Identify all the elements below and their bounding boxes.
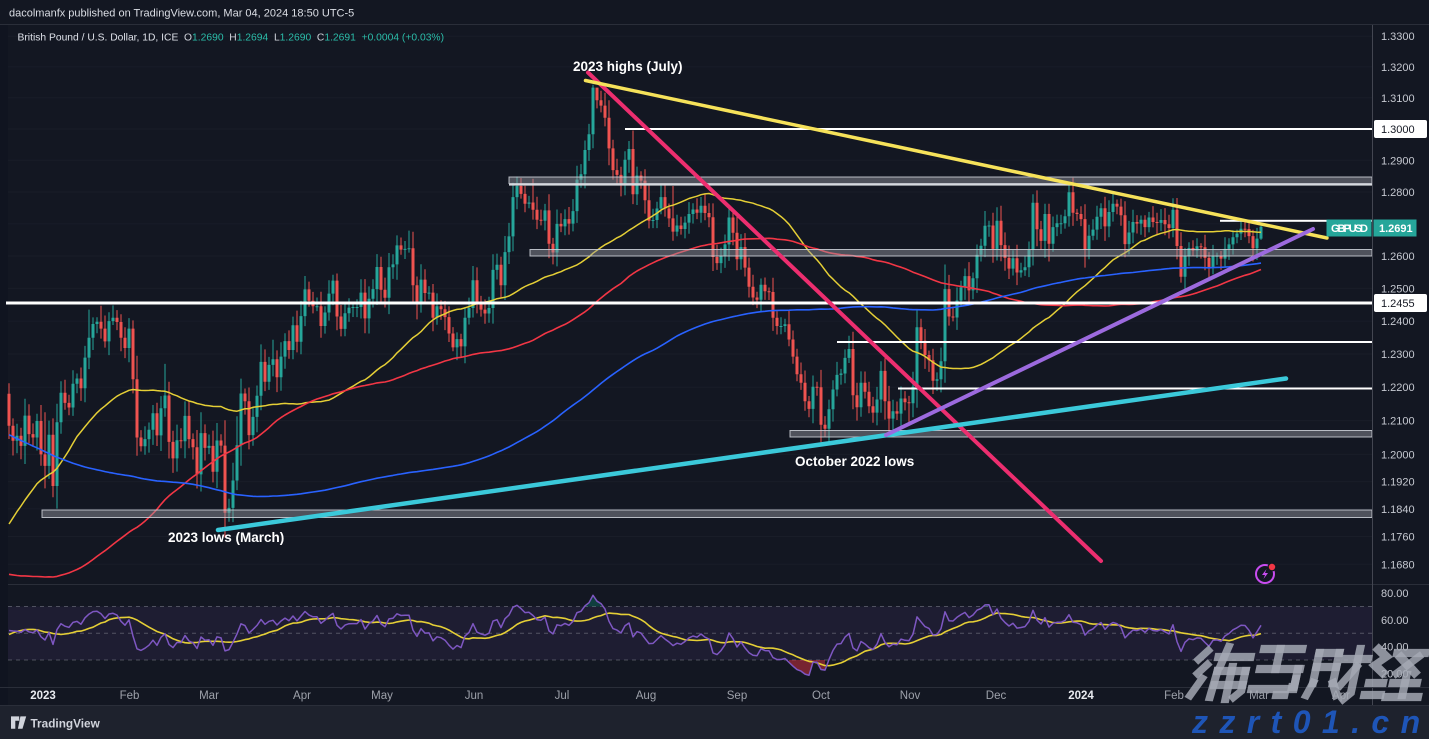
svg-text:1.2200: 1.2200	[1381, 382, 1415, 394]
svg-text:Dec: Dec	[986, 690, 1007, 702]
svg-text:Oct: Oct	[812, 690, 831, 702]
svg-text:1.2691: 1.2691	[1379, 223, 1413, 235]
svg-text:dacolmanfx published on Tradin: dacolmanfx published on TradingView.com,…	[9, 8, 354, 20]
svg-text:Aug: Aug	[636, 690, 656, 702]
svg-text:zzrt01.cn: zzrt01.cn	[1191, 704, 1429, 739]
svg-text:Jun: Jun	[465, 690, 484, 702]
svg-text:Sep: Sep	[727, 690, 747, 702]
svg-text:1.2900: 1.2900	[1381, 155, 1415, 167]
svg-text:1.3100: 1.3100	[1381, 93, 1415, 105]
svg-text:May: May	[371, 690, 393, 702]
svg-text:2023: 2023	[30, 690, 56, 702]
svg-text:TradingView: TradingView	[31, 717, 101, 731]
svg-text:1.1760: 1.1760	[1381, 532, 1415, 544]
svg-text:Mar: Mar	[199, 690, 219, 702]
svg-text:Jul: Jul	[555, 690, 570, 702]
svg-text:British Pound / U.S. Dollar, 1: British Pound / U.S. Dollar, 1D, ICE O1.…	[18, 33, 445, 44]
svg-text:1.2100: 1.2100	[1381, 416, 1415, 428]
svg-text:2023 highs (July): 2023 highs (July)	[573, 59, 683, 74]
svg-text:2024: 2024	[1068, 690, 1094, 702]
svg-text:1.2000: 1.2000	[1381, 449, 1415, 461]
svg-text:1.2500: 1.2500	[1381, 283, 1415, 295]
svg-text:1.2455: 1.2455	[1381, 298, 1415, 310]
svg-text:1.2300: 1.2300	[1381, 349, 1415, 361]
svg-text:1.3200: 1.3200	[1381, 62, 1415, 74]
svg-text:1.2600: 1.2600	[1381, 251, 1415, 263]
svg-text:1.1840: 1.1840	[1381, 504, 1415, 516]
svg-text:Feb: Feb	[120, 690, 140, 702]
svg-text:1.3300: 1.3300	[1381, 31, 1415, 43]
svg-text:1.3000: 1.3000	[1381, 124, 1415, 136]
svg-text:1.2800: 1.2800	[1381, 187, 1415, 199]
svg-text:October 2022 lows: October 2022 lows	[795, 454, 914, 469]
svg-text:60.00: 60.00	[1381, 615, 1409, 627]
svg-text:GBPUSD: GBPUSD	[1331, 223, 1368, 235]
svg-text:80.00: 80.00	[1381, 588, 1409, 600]
svg-text:Nov: Nov	[900, 690, 921, 702]
svg-text:1.1920: 1.1920	[1381, 477, 1415, 489]
svg-text:2023 lows (March): 2023 lows (March)	[168, 530, 284, 545]
svg-text:1.1680: 1.1680	[1381, 559, 1415, 571]
svg-text:Feb: Feb	[1164, 690, 1184, 702]
svg-text:Apr: Apr	[293, 690, 311, 702]
svg-text:1.2400: 1.2400	[1381, 316, 1415, 328]
